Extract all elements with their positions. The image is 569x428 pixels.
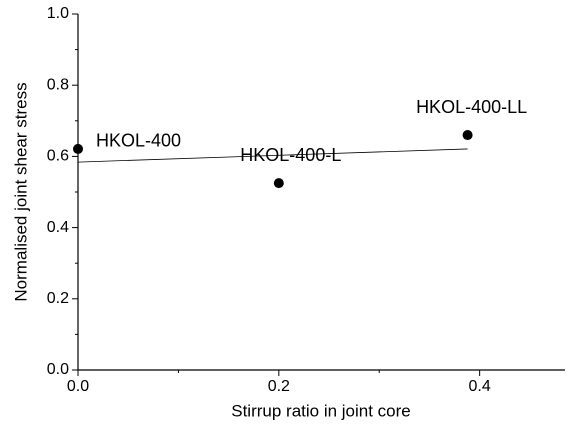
y-axis-title: Normalised joint shear stress xyxy=(11,82,30,301)
point xyxy=(73,143,83,154)
y-tick-label: 0.0 xyxy=(47,361,69,378)
y-tick-label: 0.4 xyxy=(47,219,69,236)
x-tick-label: 0.0 xyxy=(67,378,89,395)
point-label: HKOL-400 xyxy=(96,131,181,151)
point-label: HKOL-400-L xyxy=(240,145,341,165)
y-tick-label: 0.6 xyxy=(47,148,69,165)
point-label: HKOL-400-LL xyxy=(416,97,527,117)
x-axis-title: Stirrup ratio in joint core xyxy=(231,401,411,420)
point xyxy=(462,130,473,141)
y-tick-label: 0.8 xyxy=(47,76,69,93)
y-tick-label: 0.2 xyxy=(47,290,69,307)
trend-line xyxy=(77,148,468,163)
x-tick-label: 0.4 xyxy=(469,378,491,395)
point xyxy=(273,178,284,189)
x-tick-label: 0.2 xyxy=(268,378,290,395)
y-tick-label: 1.0 xyxy=(47,5,69,22)
